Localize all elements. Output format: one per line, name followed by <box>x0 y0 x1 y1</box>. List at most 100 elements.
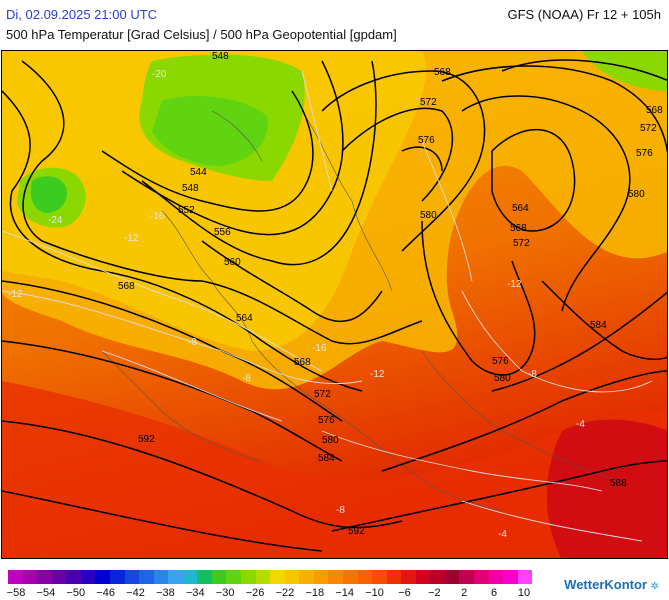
legend-tick-label: −6 <box>398 587 411 599</box>
gp-label: 556 <box>214 227 231 238</box>
legend-tick-label: −26 <box>245 587 265 599</box>
header: Di, 02.09.2025 21:00 UTC GFS (NOAA) Fr 1… <box>0 0 669 50</box>
gp-label: 592 <box>138 434 155 445</box>
brand-name: WetterKontor <box>564 577 647 592</box>
legend-swatch <box>270 570 285 584</box>
legend-tick-label: 10 <box>517 587 531 599</box>
gp-label: 576 <box>492 356 509 367</box>
legend-swatch <box>8 570 23 584</box>
gp-label: 572 <box>314 389 331 400</box>
legend-tick-label: −30 <box>215 587 235 599</box>
legend-tick-label: 2 <box>461 587 468 599</box>
temp-label: -8 <box>188 337 197 348</box>
gp-label: 576 <box>636 148 653 159</box>
legend-swatch <box>109 570 125 584</box>
legend-swatch <box>51 570 67 584</box>
legend-swatch <box>357 570 373 584</box>
gp-label: 548 <box>182 183 199 194</box>
map-canvas: 548 544 548 552 556 560 568 564 568 572 … <box>2 51 667 558</box>
temp-label: -12 <box>507 279 522 290</box>
gp-label: 592 <box>348 526 365 537</box>
gp-label: 580 <box>322 435 339 446</box>
legend-swatch <box>444 570 460 584</box>
model-run: GFS (NOAA) Fr 12 + 105h <box>507 7 661 22</box>
gp-label: 560 <box>224 257 241 268</box>
temp-label: -12 <box>124 233 139 244</box>
legend-swatch <box>328 570 343 584</box>
temp-label: -16 <box>150 211 165 222</box>
legend-swatch <box>139 570 154 584</box>
gp-label: 588 <box>610 478 627 489</box>
temp-label: -8 <box>242 373 251 384</box>
legend-swatch <box>459 570 474 584</box>
legend-tick-label: −18 <box>305 587 325 599</box>
gp-label: 580 <box>494 373 511 384</box>
legend-swatch <box>197 570 212 584</box>
gp-label: 568 <box>294 357 311 368</box>
color-legend: −58 −54 −50 −46 −42 −38 −34 −30 −26 −22 −18 −14 −10−… <box>6 570 533 600</box>
temp-label: -4 <box>498 529 507 540</box>
weather-map: 548 544 548 552 556 560 568 564 568 572 … <box>1 50 668 559</box>
map-title: 500 hPa Temperatur [Grad Celsius] / 500 … <box>6 27 397 42</box>
legend-swatch <box>313 570 329 584</box>
temp-label: -16 <box>312 343 327 354</box>
cold-pool-core <box>152 96 268 166</box>
gp-label: 568 <box>646 105 663 116</box>
legend-swatch <box>299 570 314 584</box>
legend-tick-labels: −58 −54 −50 −46 −42 −38 −34 −30 −26 −22 −18 −14 −10−… <box>6 587 532 600</box>
gp-label: 584 <box>590 320 607 331</box>
gp-label: 568 <box>434 67 451 78</box>
legend-swatch <box>372 570 387 584</box>
legend-tick-label: −38 <box>156 587 175 599</box>
hot-zone <box>547 419 667 558</box>
legend-tick-label: −58 <box>6 587 26 599</box>
brand-dot-icon: ✲ <box>650 581 659 592</box>
legend-swatch <box>517 570 533 584</box>
legend-swatch <box>95 570 110 584</box>
legend-tick-label: −54 <box>36 587 56 599</box>
legend-swatch <box>153 570 169 584</box>
gp-label: 552 <box>178 205 195 216</box>
temp-label: -4 <box>576 419 585 430</box>
warm-zone <box>2 381 667 558</box>
temp-label: -12 <box>370 369 385 380</box>
legend-swatch <box>66 570 81 584</box>
legend-swatch <box>124 570 140 584</box>
legend-swatch <box>168 570 183 584</box>
legend-swatch <box>488 570 504 584</box>
gp-label: 548 <box>212 51 229 62</box>
legend-swatch <box>211 570 227 584</box>
legend-tick-label: −22 <box>275 587 295 599</box>
temperature-isolines <box>2 70 653 542</box>
gp-label: 572 <box>513 238 530 249</box>
gp-label: 576 <box>318 415 335 426</box>
temp-label: -8 <box>528 369 537 380</box>
legend-tick-label: −2 <box>428 587 441 599</box>
legend-swatch <box>386 570 402 584</box>
gp-label: 568 <box>118 281 135 292</box>
legend-swatch <box>342 570 358 584</box>
legend-tick-label: −46 <box>96 587 115 599</box>
legend-color-bar <box>8 570 533 584</box>
gp-label: 572 <box>640 123 657 134</box>
legend-tick-label: −10 <box>365 587 384 599</box>
temp-label: -20 <box>152 69 167 80</box>
legend-tick-label: −14 <box>335 587 355 599</box>
temp-label: -12 <box>8 289 23 300</box>
gp-label: 576 <box>418 135 435 146</box>
legend-swatch <box>401 570 416 584</box>
legend-swatch <box>415 570 431 584</box>
legend-tick-label: −34 <box>185 587 205 599</box>
legend-swatch <box>241 570 256 584</box>
legend-swatch <box>226 570 241 584</box>
legend-swatch <box>80 570 96 584</box>
cold-pool-ne <box>582 51 667 91</box>
gp-label: 572 <box>420 97 437 108</box>
temp-label: -24 <box>48 215 63 226</box>
legend-tick-label: −50 <box>66 587 86 599</box>
gp-label: 544 <box>190 167 207 178</box>
gp-label: 580 <box>420 210 437 221</box>
gp-label: 584 <box>318 453 335 464</box>
cold-zone <box>2 51 426 351</box>
legend-swatch <box>430 570 445 584</box>
